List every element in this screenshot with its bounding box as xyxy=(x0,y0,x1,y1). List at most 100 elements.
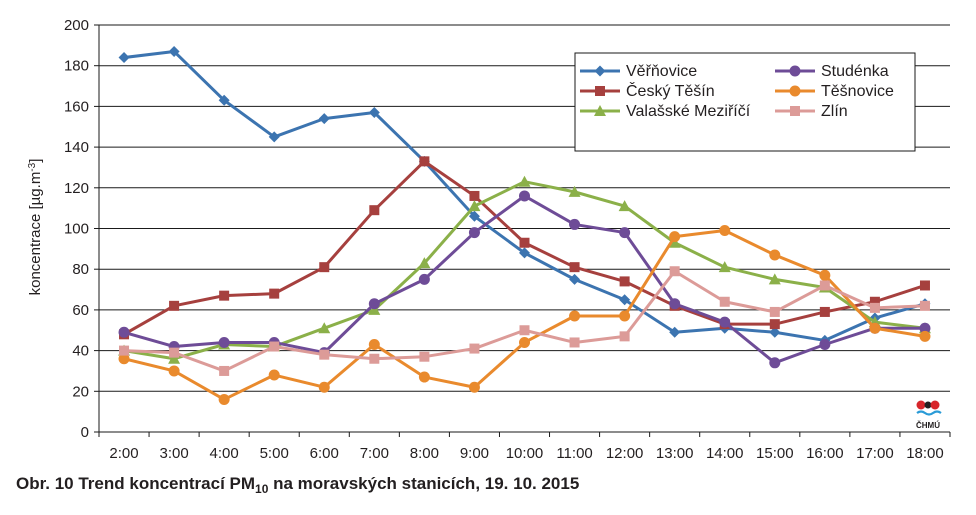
figure-caption: Obr. 10 Trend koncentrací PM10 na moravs… xyxy=(16,474,579,496)
data-point xyxy=(419,351,430,362)
data-point xyxy=(919,300,930,311)
logo-text: ČHMÚ xyxy=(916,421,940,430)
data-point xyxy=(769,319,780,330)
y-tick-label: 200 xyxy=(64,17,89,34)
x-axis: 2:00 3:00 4:00 5:00 6:00 7:00 8:00 9:00 10:00 11:… xyxy=(98,431,951,462)
data-point xyxy=(669,298,681,310)
x-tick-label: 14:00 xyxy=(706,445,744,462)
x-tick-label: 8:00 xyxy=(410,445,439,462)
y-tick-label: 20 xyxy=(72,383,89,400)
data-point xyxy=(919,280,930,291)
data-point xyxy=(769,326,781,338)
data-point xyxy=(519,190,530,202)
legend-swatch-marker xyxy=(789,65,801,77)
y-tick-label: 140 xyxy=(64,139,89,156)
series-layer xyxy=(118,45,931,405)
data-point xyxy=(769,249,781,261)
data-point xyxy=(569,310,581,322)
series-line xyxy=(123,269,926,373)
legend-label: Věřňovice xyxy=(626,63,697,80)
legend-swatch-marker xyxy=(594,65,606,77)
data-point xyxy=(619,227,631,239)
caption-suffix: na moravských stanicích, 19. 10. 2015 xyxy=(268,474,580,493)
data-point xyxy=(418,273,430,285)
x-tick-label: 17:00 xyxy=(856,445,894,462)
data-point xyxy=(619,294,631,306)
data-point xyxy=(719,296,730,307)
data-point xyxy=(869,296,880,307)
data-point xyxy=(669,231,681,243)
line-chart: 0 20 40 60 80 100 120 140 160 180 200 2:00 3:00 4:00… xyxy=(27,17,951,462)
data-point xyxy=(219,365,230,376)
gridlines xyxy=(99,24,950,392)
logo-dot xyxy=(916,400,926,410)
data-point xyxy=(169,300,180,311)
legend-swatch-marker xyxy=(790,106,800,116)
legend-label: Zlín xyxy=(821,103,848,120)
legend-label: Valašské Meziříčí xyxy=(626,103,751,120)
x-tick-label: 10:00 xyxy=(506,445,544,462)
data-point xyxy=(669,266,680,277)
data-point xyxy=(768,273,781,285)
data-point xyxy=(519,237,530,248)
y-tick-label: 0 xyxy=(81,424,89,441)
data-point xyxy=(318,322,331,334)
data-point xyxy=(218,94,230,106)
legend-swatch-marker xyxy=(595,86,605,96)
legend-label: Studénka xyxy=(821,63,889,80)
data-point xyxy=(518,175,531,187)
data-point xyxy=(869,322,881,334)
data-point xyxy=(819,306,830,317)
y-tick-label: 100 xyxy=(64,221,89,238)
data-point xyxy=(269,341,280,352)
legend-item: Valašské Meziříčí xyxy=(580,103,751,120)
logo-dot xyxy=(924,401,932,409)
x-tick-label: 5:00 xyxy=(260,445,289,462)
data-point xyxy=(569,273,581,285)
data-point xyxy=(319,262,330,273)
data-point xyxy=(468,210,480,222)
data-point xyxy=(468,381,480,393)
y-tick-label: 180 xyxy=(64,58,89,75)
x-tick-label: 4:00 xyxy=(210,445,239,462)
data-point xyxy=(269,288,280,299)
data-point xyxy=(119,345,130,356)
data-point xyxy=(719,225,731,237)
data-point xyxy=(668,236,681,248)
data-point xyxy=(469,343,480,354)
data-point xyxy=(368,107,380,119)
data-point xyxy=(568,185,581,197)
y-tick-label: 120 xyxy=(64,180,89,197)
x-tick-label: 12:00 xyxy=(606,445,644,462)
data-point xyxy=(919,330,931,342)
data-point xyxy=(819,280,830,291)
data-point xyxy=(318,381,330,393)
data-point xyxy=(619,331,630,342)
data-point xyxy=(118,326,130,338)
data-point xyxy=(168,45,180,57)
legend: Věřňovice Studénka Český Těšín Těšnovice Val… xyxy=(574,52,916,152)
data-point xyxy=(268,131,280,143)
y-axis-label: koncentrace [µg.m-3] xyxy=(27,159,45,296)
x-tick-label: 7:00 xyxy=(360,445,389,462)
data-point xyxy=(118,52,130,64)
data-point xyxy=(418,371,430,383)
series-studenka xyxy=(118,190,931,369)
data-point xyxy=(368,338,380,350)
x-tick-label: 18:00 xyxy=(906,445,944,462)
x-tick-label: 6:00 xyxy=(310,445,339,462)
data-point xyxy=(418,257,431,269)
data-point xyxy=(919,322,931,334)
data-point xyxy=(368,298,380,310)
data-point xyxy=(369,205,380,216)
data-point xyxy=(769,306,780,317)
data-point xyxy=(519,247,530,259)
x-tick-label: 13:00 xyxy=(656,445,694,462)
y-tick-label: 80 xyxy=(72,261,89,278)
data-point xyxy=(619,310,631,322)
x-tick-label: 9:00 xyxy=(460,445,489,462)
data-point xyxy=(519,336,530,348)
logo-dot xyxy=(930,400,940,410)
x-tick-label: 2:00 xyxy=(109,445,138,462)
data-point xyxy=(419,156,430,167)
